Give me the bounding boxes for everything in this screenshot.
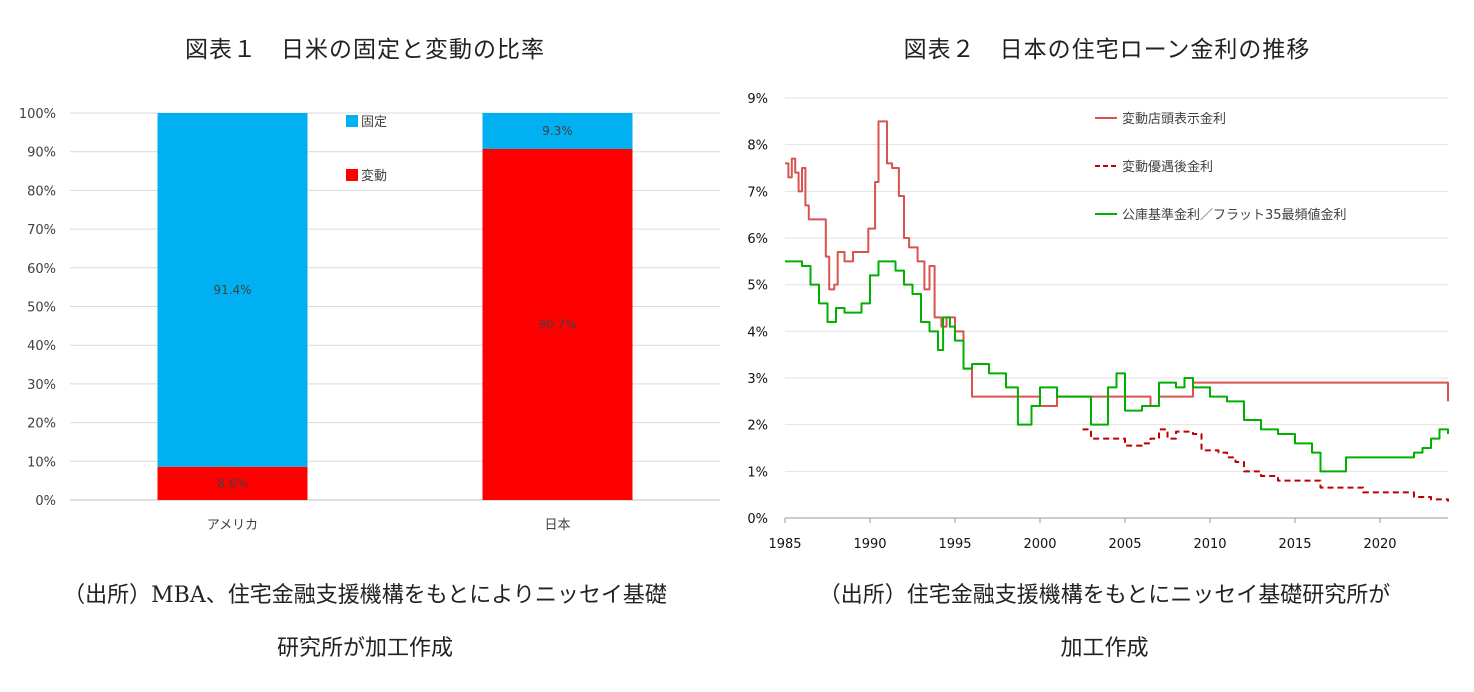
bar-segment (157, 466, 308, 500)
y-tick-label: 60% (27, 262, 56, 277)
y-tick-label: 2% (747, 419, 768, 434)
x-tick-label: 1985 (768, 537, 801, 552)
chart1-title: 図表１ 日米の固定と変動の比率 (185, 37, 545, 63)
source-note-2: （出所）住宅金融支援機構をもとにニッセイ基礎研究所が 加工作成 (735, 585, 1474, 665)
x-tick-label: 2010 (1193, 537, 1226, 552)
legend-label: 変動店頭表示金利 (1122, 111, 1226, 127)
legend-swatch (346, 115, 358, 127)
x-tick-label: 日本 (544, 518, 570, 533)
x-tick-label: 1995 (938, 537, 971, 552)
x-tick-label: 1990 (853, 537, 886, 552)
y-tick-label: 4% (747, 325, 768, 340)
bar-segment (157, 113, 308, 467)
stacked-bar-chart: 0% 10% 20% 30% 40% 50% 60% 70% 80% 90% 100% 8.6% 91.… (19, 107, 720, 533)
y-tick-label: 20% (27, 417, 56, 432)
x-tick-label: 2015 (1278, 537, 1311, 552)
source-note-1: （出所）MBA、住宅金融支援機構をもとによりニッセイ基礎 研究所が加工作成 (0, 585, 730, 665)
y-tick-label: 0% (35, 494, 56, 509)
x-tick-label: 2005 (1108, 537, 1141, 552)
y-tick-label: 30% (27, 378, 56, 393)
chart2-title: 図表２ 日本の住宅ローン金利の推移 (903, 37, 1311, 63)
bar-segment (482, 113, 633, 149)
line-chart: 0% 1% 2% 3% 4% 5% 6% 7% 8% 9% 1985 1990 1995 2000 2005… (747, 92, 1449, 552)
source-note-1-line1: （出所）MBA、住宅金融支援機構をもとによりニッセイ基礎 (63, 583, 667, 608)
y-tick-label: 50% (27, 301, 56, 316)
y-tick-label: 40% (27, 339, 56, 354)
y-tick-label: 1% (747, 465, 768, 480)
y-tick-label: 10% (27, 455, 56, 470)
legend-label: 変動 (361, 168, 387, 184)
y-tick-label: 0% (747, 512, 768, 527)
series-line (785, 260, 1449, 473)
y-tick-label: 9% (747, 92, 768, 107)
x-tick-label: 2000 (1023, 537, 1056, 552)
y-tick-label: 8% (747, 139, 768, 154)
bar-segment (482, 148, 633, 500)
x-tick-label: アメリカ (207, 518, 258, 533)
y-tick-label: 90% (27, 146, 56, 161)
legend-label: 固定 (361, 115, 387, 130)
x-tick-label: 2020 (1363, 537, 1396, 552)
legend-label: 公庫基準金利／フラット35最頻値金利 (1122, 207, 1347, 223)
data-label: 91.4% (213, 283, 251, 297)
data-label: 8.6% (217, 476, 248, 490)
source-note-1-line2: 研究所が加工作成 (276, 636, 453, 661)
y-tick-label: 100% (19, 107, 56, 122)
y-tick-label: 70% (27, 223, 56, 238)
series-line (785, 120, 1449, 407)
legend-swatch (346, 169, 358, 181)
y-tick-label: 7% (747, 185, 768, 200)
legend-label: 変動優遇後金利 (1122, 159, 1213, 175)
source-note-2-line2: 加工作成 (1060, 636, 1149, 661)
source-note-2-line1: （出所）住宅金融支援機構をもとにニッセイ基礎研究所が (818, 583, 1391, 608)
y-tick-label: 3% (747, 372, 768, 387)
y-tick-label: 80% (27, 184, 56, 199)
data-label: 90.7% (538, 317, 576, 331)
data-label: 9.3% (542, 124, 573, 138)
series-line (1082, 428, 1449, 502)
y-tick-label: 6% (747, 232, 768, 247)
y-tick-label: 5% (747, 279, 768, 294)
